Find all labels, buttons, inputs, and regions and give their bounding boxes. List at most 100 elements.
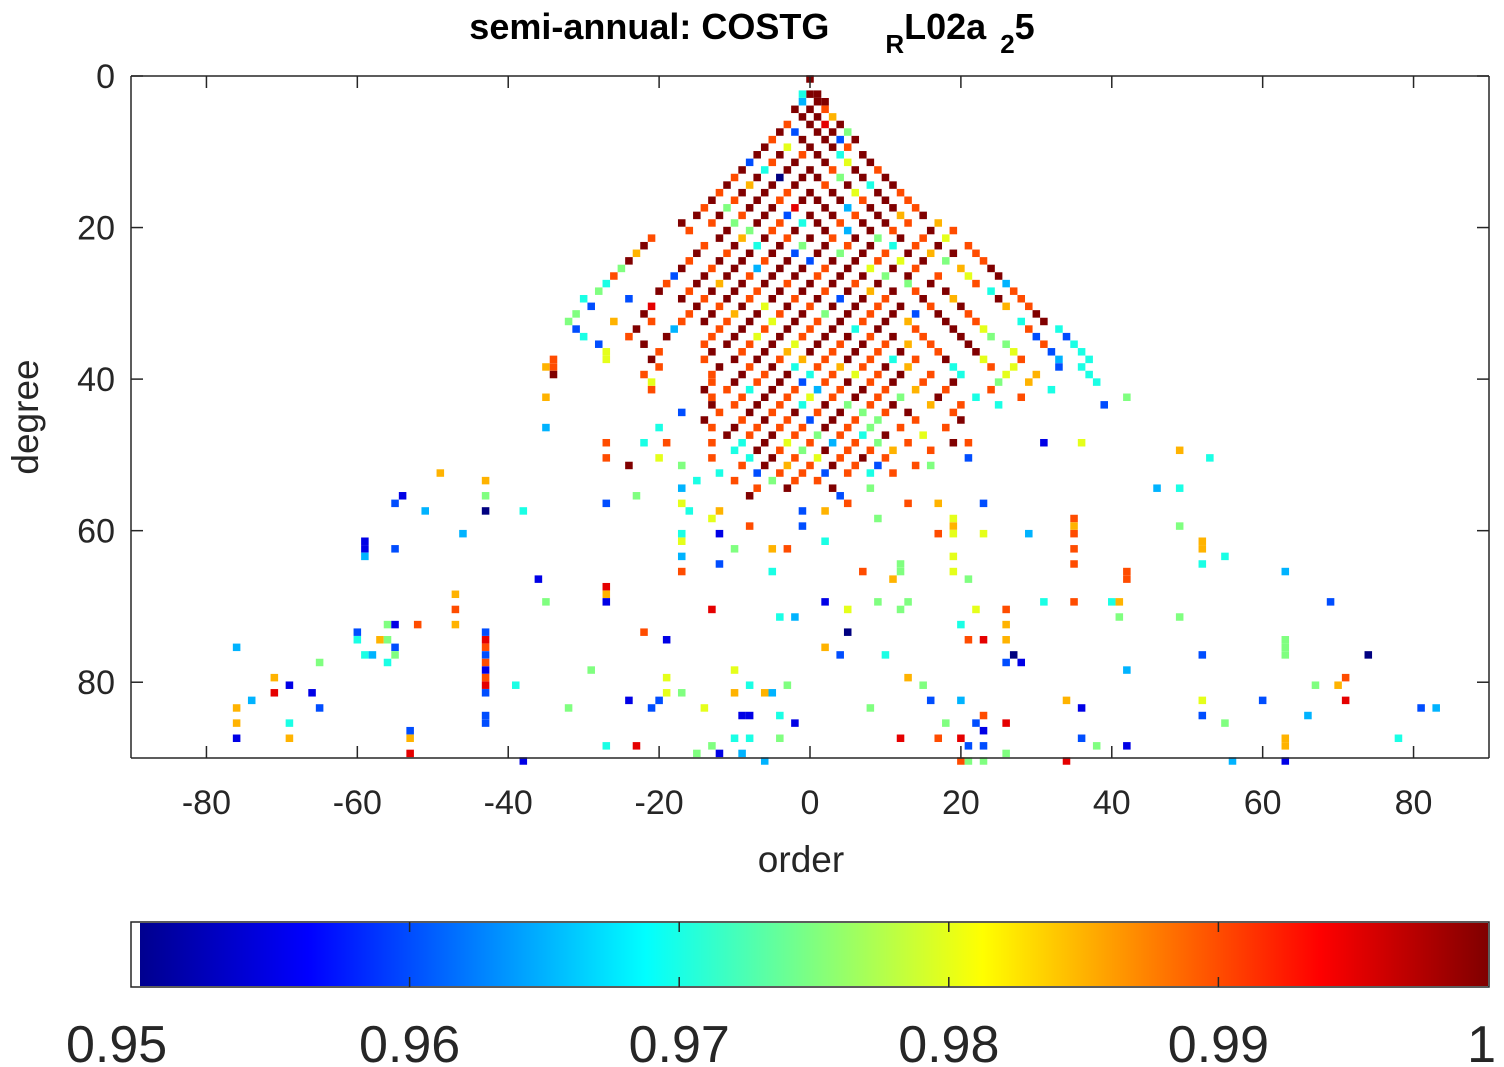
heatmap-cell: [1221, 719, 1229, 727]
heatmap-cell: [361, 552, 369, 561]
heatmap-cell: [1002, 620, 1010, 629]
heatmap-cell: [1002, 658, 1010, 667]
heatmap-cell: [723, 272, 731, 280]
heatmap-cell: [874, 393, 882, 402]
heatmap-cell: [776, 469, 784, 477]
heatmap-cell: [806, 438, 814, 447]
heatmap-cell: [874, 416, 882, 424]
heatmap-cell: [806, 302, 814, 311]
heatmap-cell: [677, 264, 686, 273]
heatmap-cell: [768, 181, 777, 189]
heatmap-cell: [866, 226, 875, 235]
heatmap-cell: [361, 537, 369, 545]
heatmap-cell: [632, 325, 641, 333]
heatmap-cell: [745, 454, 754, 462]
heatmap-cell: [738, 438, 746, 447]
heatmap-cell: [798, 135, 807, 144]
heatmap-cell: [715, 325, 724, 333]
heatmap-cell: [843, 264, 852, 273]
heatmap-cell: [821, 469, 829, 477]
heatmap-cell: [723, 340, 731, 348]
heatmap-cell: [602, 598, 611, 606]
heatmap-cell: [760, 188, 769, 197]
heatmap-cell: [904, 438, 912, 447]
heatmap-cell: [1123, 567, 1131, 576]
heatmap-cell: [776, 151, 784, 159]
heatmap-cell: [783, 120, 792, 129]
heatmap-cell: [964, 742, 973, 750]
heatmap-cell: [836, 385, 844, 394]
heatmap-cell: [874, 279, 882, 288]
heatmap-cell: [391, 499, 399, 508]
heatmap-cell: [753, 378, 761, 386]
heatmap-cell: [723, 249, 731, 258]
heatmap-cell: [398, 492, 407, 500]
title-mid: L02a: [904, 6, 987, 47]
heatmap-cell: [760, 143, 769, 151]
heatmap-cell: [851, 325, 860, 333]
heatmap-cell: [708, 264, 716, 273]
heatmap-cell: [843, 310, 852, 318]
heatmap-cell: [776, 241, 784, 250]
heatmap-cell: [783, 438, 792, 447]
heatmap-cell: [881, 651, 890, 659]
heatmap-cell: [768, 204, 777, 212]
heatmap-cell: [1070, 598, 1078, 606]
heatmap-cell: [949, 325, 958, 333]
heatmap-cell: [1070, 545, 1078, 553]
heatmap-cell: [836, 454, 844, 462]
heatmap-cell: [1417, 704, 1425, 712]
heatmap-cell: [655, 287, 663, 295]
heatmap-cell: [881, 385, 890, 394]
heatmap-cell: [662, 673, 671, 682]
heatmap-cell: [760, 438, 769, 447]
heatmap-cell: [926, 370, 935, 379]
heatmap-cell: [708, 454, 716, 462]
heatmap-cell: [896, 560, 905, 568]
heatmap-cell: [866, 287, 875, 295]
heatmap-cell: [806, 90, 814, 98]
heatmap-cell: [949, 552, 958, 561]
axes: -80 -60 -40 -20 0 20 40 60 80 0 20 40 60 80 order degre…: [5, 58, 1490, 880]
heatmap-cell: [821, 135, 829, 144]
heatmap-cell: [753, 423, 761, 432]
heatmap-cell: [708, 423, 716, 432]
heatmap-cell: [677, 567, 686, 576]
heatmap-cell: [828, 143, 837, 151]
heatmap-cell: [730, 446, 739, 455]
y-tick-label: 60: [77, 513, 115, 551]
heatmap-cell: [572, 310, 580, 318]
heatmap-cell: [1198, 545, 1207, 553]
heatmap-cell: [768, 295, 777, 303]
heatmap-cell: [738, 279, 746, 288]
heatmap-cell: [843, 158, 852, 167]
heatmap-cell: [1198, 651, 1207, 659]
heatmap-cell: [730, 378, 739, 386]
heatmap-cell: [700, 204, 709, 212]
heatmap-cell: [828, 257, 837, 265]
heatmap-cell: [942, 234, 950, 242]
heatmap-cell: [459, 529, 467, 538]
heatmap-cell: [821, 598, 829, 606]
heatmap-cell: [1077, 734, 1086, 743]
heatmap-cell: [896, 370, 905, 379]
heatmap-cell: [753, 173, 761, 182]
heatmap-cell: [685, 226, 694, 235]
heatmap-cell: [1077, 704, 1086, 712]
heatmap-cell: [828, 325, 837, 333]
heatmap-cell: [572, 325, 580, 333]
heatmap-cell: [791, 158, 799, 167]
heatmap-cell: [798, 469, 807, 477]
heatmap-cell: [353, 628, 362, 636]
heatmap-cell: [843, 401, 852, 409]
heatmap-cell: [874, 461, 882, 470]
heatmap-cell: [534, 575, 543, 583]
heatmap-cell: [1281, 643, 1290, 652]
y-axis-label: degree: [5, 359, 46, 474]
heatmap-cell: [926, 461, 935, 470]
heatmap-cell: [843, 378, 852, 386]
heatmap-cell: [851, 257, 860, 265]
heatmap-cell: [715, 234, 724, 242]
colorbar-tick-label: 0.99: [1168, 1016, 1269, 1067]
heatmap-cell: [881, 431, 890, 439]
